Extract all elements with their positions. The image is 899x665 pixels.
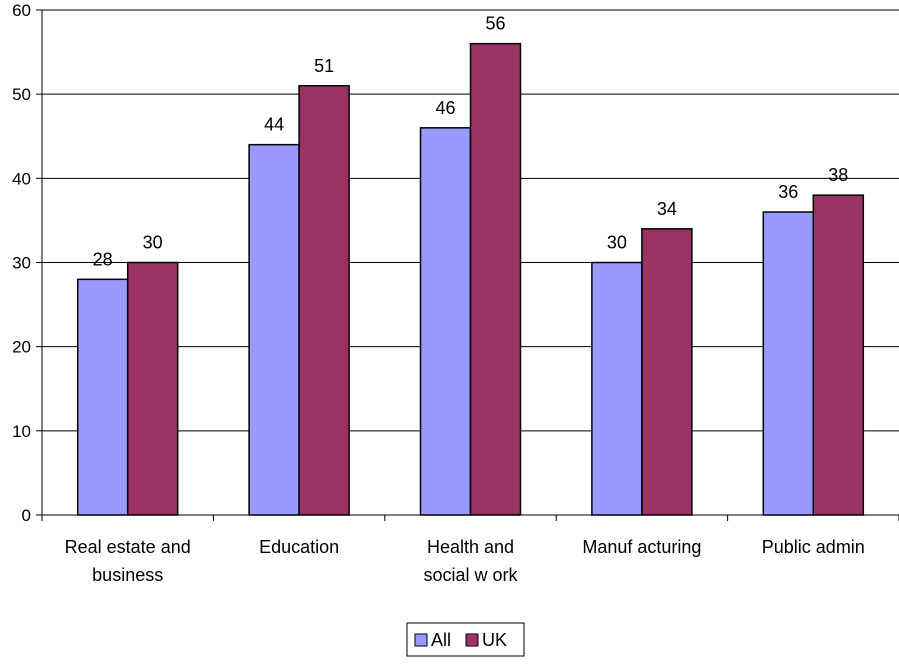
x-category-label: Manuf acturing: [582, 537, 701, 557]
x-category-label: Public admin: [762, 537, 865, 557]
bar-all: [762, 211, 815, 516]
bar-uk: [641, 228, 693, 516]
y-tick-label: 50: [12, 85, 31, 104]
legend-label-uk: UK: [482, 630, 507, 650]
legend-swatch-uk: [465, 633, 479, 647]
bar-all: [76, 278, 129, 516]
data-label: 56: [485, 14, 505, 34]
y-tick-label: 20: [12, 338, 31, 357]
data-label: 38: [828, 165, 848, 185]
legend-label-all: All: [431, 630, 451, 650]
data-label: 46: [435, 98, 455, 118]
y-tick-label: 0: [22, 506, 31, 525]
y-tick-label: 60: [12, 1, 31, 20]
data-label: 36: [778, 182, 798, 202]
bar-uk: [812, 194, 865, 516]
bar-uk: [298, 85, 350, 516]
bar-all: [248, 143, 300, 516]
bar-uk: [126, 261, 179, 516]
data-label: 28: [93, 249, 113, 269]
x-category-label: Real estate and: [65, 537, 191, 557]
bar-all: [591, 261, 643, 516]
y-tick-label: 30: [12, 254, 31, 273]
x-category-label: Health and: [427, 537, 514, 557]
data-label: 34: [657, 199, 677, 219]
data-label: 51: [314, 56, 334, 76]
data-label: 44: [264, 115, 284, 135]
legend-swatch-all: [414, 633, 428, 647]
x-category-label: Education: [259, 537, 339, 557]
x-category-label: social w ork: [423, 565, 518, 585]
data-label: 30: [607, 233, 627, 253]
data-label: 30: [143, 233, 163, 253]
y-tick-label: 40: [12, 169, 31, 188]
y-tick-label: 10: [12, 422, 31, 441]
bar-uk: [469, 42, 522, 516]
bar-all: [419, 127, 472, 516]
x-category-label: business: [92, 565, 163, 585]
